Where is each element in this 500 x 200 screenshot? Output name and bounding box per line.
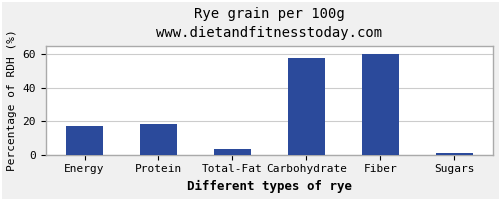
Bar bbox=[362, 54, 399, 155]
Bar bbox=[288, 58, 325, 155]
Bar bbox=[140, 124, 177, 155]
Bar bbox=[66, 126, 103, 155]
Bar bbox=[214, 149, 251, 155]
Bar bbox=[436, 153, 472, 155]
Y-axis label: Percentage of RDH (%): Percentage of RDH (%) bbox=[7, 29, 17, 171]
Title: Rye grain per 100g
www.dietandfitnesstoday.com: Rye grain per 100g www.dietandfitnesstod… bbox=[156, 7, 382, 40]
X-axis label: Different types of rye: Different types of rye bbox=[187, 180, 352, 193]
